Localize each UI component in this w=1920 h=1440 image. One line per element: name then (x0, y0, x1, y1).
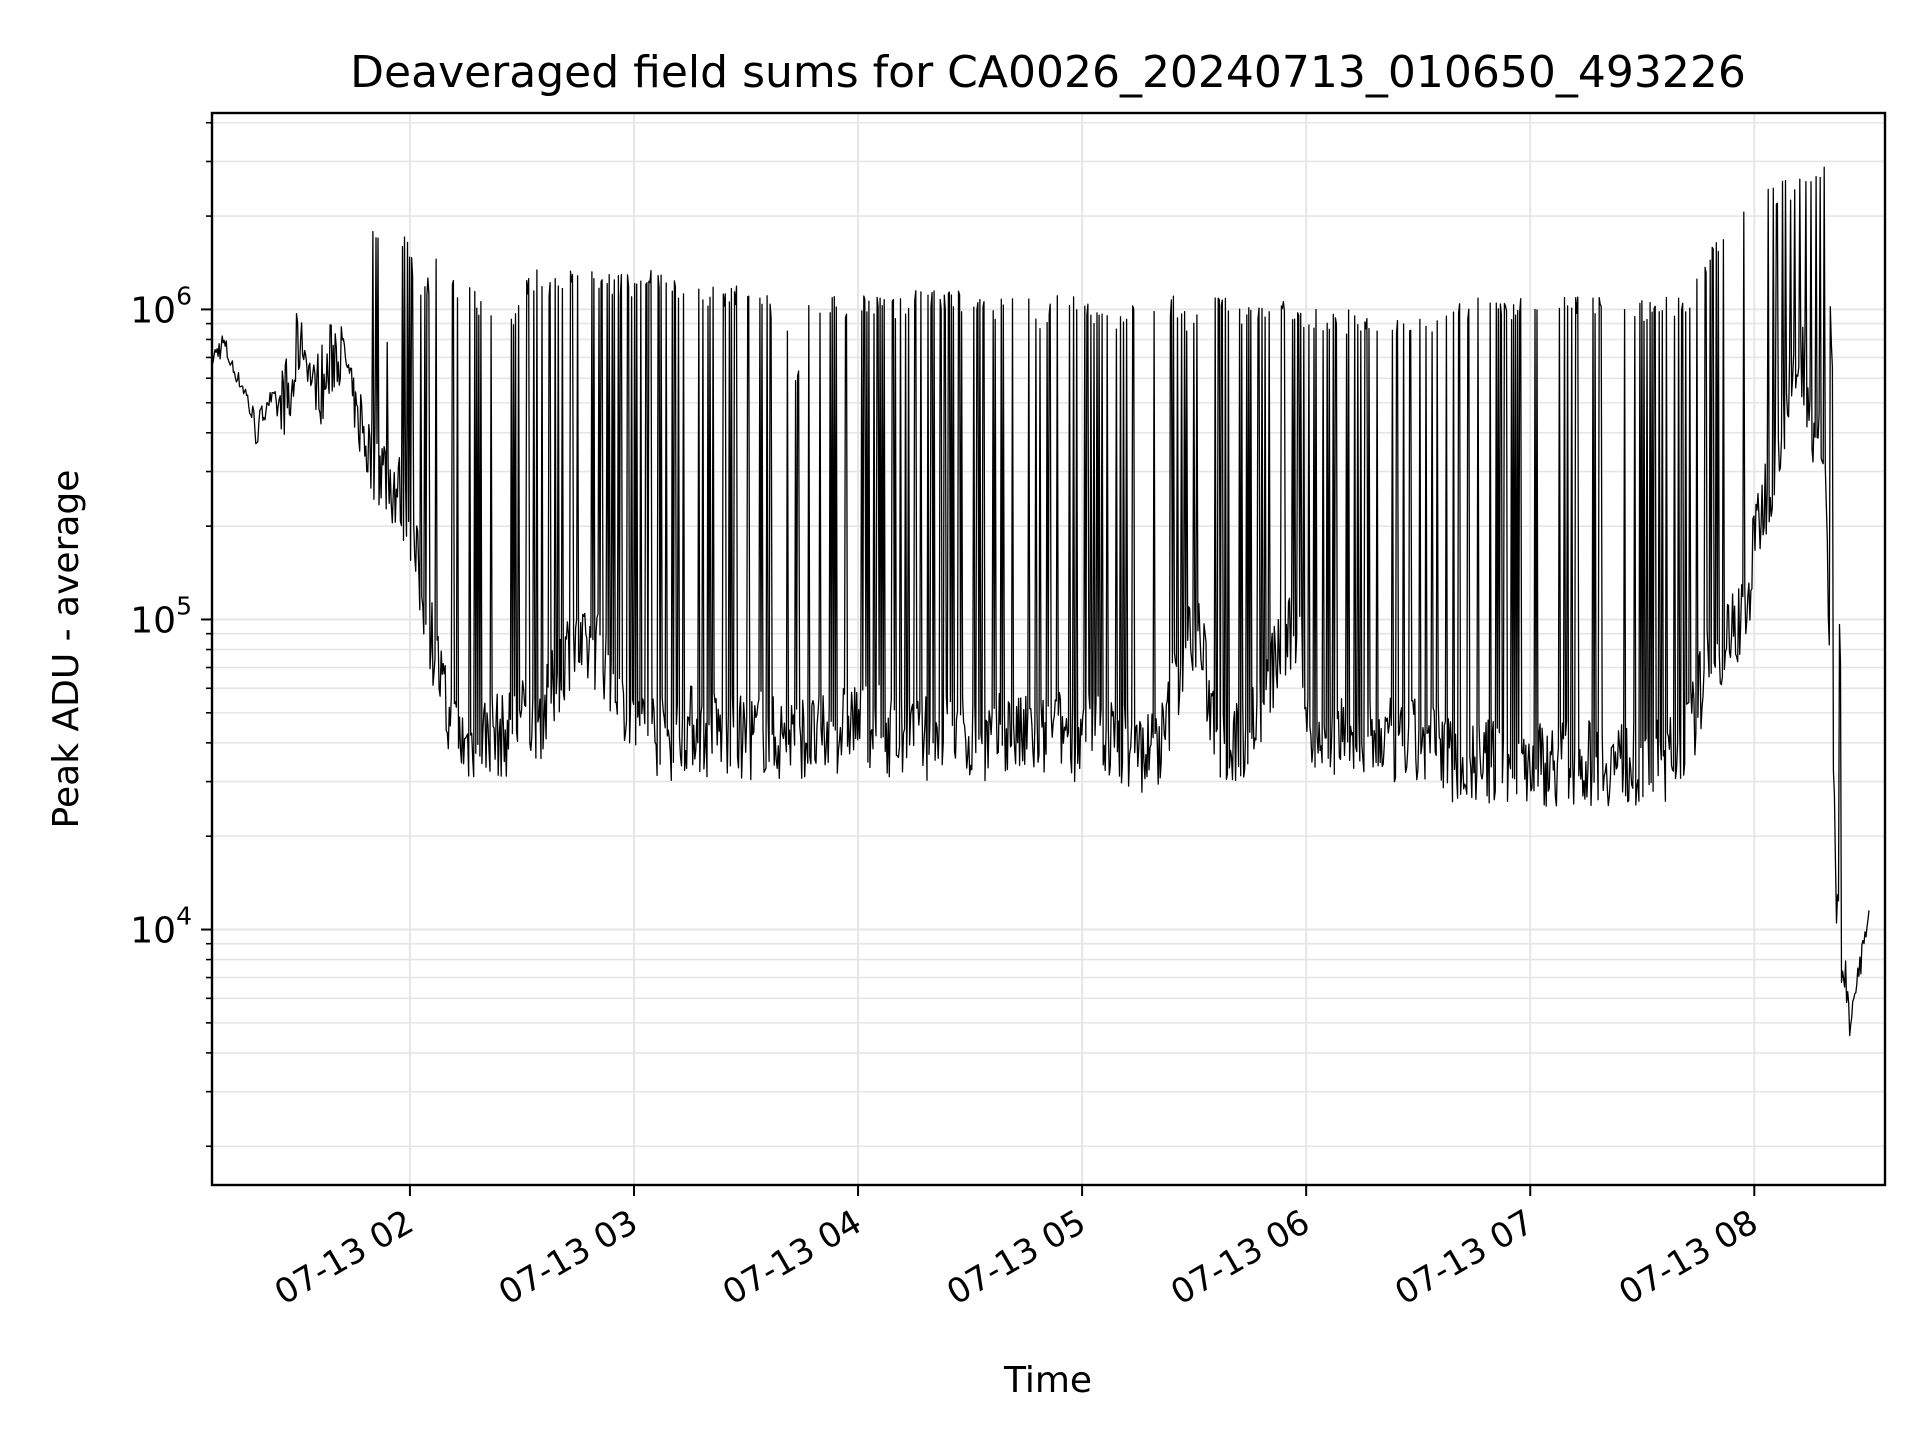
chart-title: Deaveraged field sums for CA0026_2024071… (350, 47, 1746, 98)
y-tick-label: 105 (130, 591, 192, 641)
y-tick-label: 104 (130, 902, 192, 952)
y-axis: 104 105 106 (130, 121, 212, 1148)
x-axis-label: Time (1003, 1360, 1092, 1401)
series-line (211, 166, 1870, 1037)
series-layer (211, 166, 1870, 1037)
y-tick-label: 106 (130, 281, 192, 331)
y-axis-label: Peak ADU - average (46, 470, 87, 829)
